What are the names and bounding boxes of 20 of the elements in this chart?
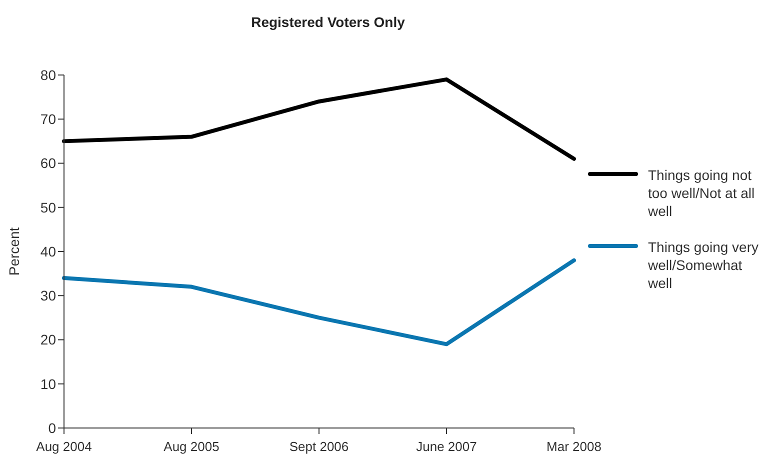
y-axis-title: Percent [6,227,22,276]
y-tick-label: 70 [40,111,56,128]
y-tick-label: 60 [40,155,56,172]
x-tick-label: Aug 2005 [164,439,220,454]
x-tick-label: Aug 2004 [36,439,92,454]
line-series [62,258,576,346]
y-tick-label: 40 [40,243,56,260]
legend-label: Things going very well/Somewhat well [648,238,760,292]
line-series [62,77,576,161]
y-tick-label: 20 [40,332,56,348]
y-tick-label: 10 [40,376,56,392]
y-tick-label: 50 [40,199,56,216]
x-tick-label: Sept 2006 [289,439,349,454]
x-tick-label: June 2007 [416,439,477,454]
chart-title: Registered Voters Only [250,14,406,30]
y-tick-label: 0 [48,420,56,436]
y-tick-label: 30 [40,288,56,304]
legend-label: Things going not too well/Not at all well [648,166,756,220]
y-tick-label: 80 [40,66,56,83]
x-tick-label: Mar 2008 [546,439,602,454]
